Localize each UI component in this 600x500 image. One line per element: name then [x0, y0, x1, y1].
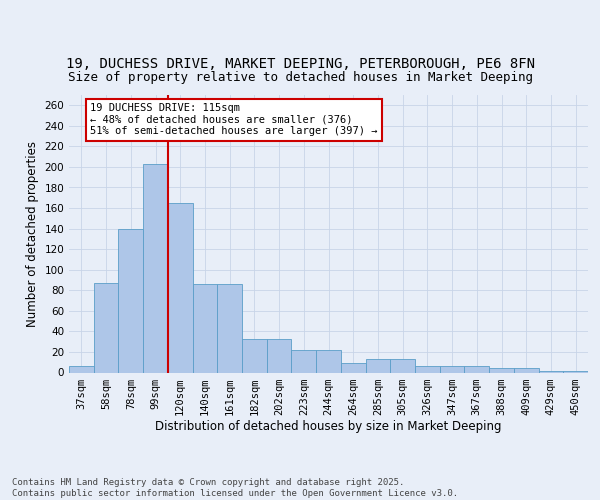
Text: Contains HM Land Registry data © Crown copyright and database right 2025.
Contai: Contains HM Land Registry data © Crown c… [12, 478, 458, 498]
Bar [267, 338, 292, 372]
Bar [143, 164, 168, 372]
Bar [168, 203, 193, 372]
Bar [242, 338, 267, 372]
Text: 19, DUCHESS DRIVE, MARKET DEEPING, PETERBOROUGH, PE6 8FN: 19, DUCHESS DRIVE, MARKET DEEPING, PETER… [65, 56, 535, 70]
Bar [316, 350, 341, 372]
Bar [341, 363, 365, 372]
Bar [118, 228, 143, 372]
Bar [94, 283, 118, 372]
Bar [69, 366, 94, 372]
Text: Size of property relative to detached houses in Market Deeping: Size of property relative to detached ho… [67, 71, 533, 84]
Text: 19 DUCHESS DRIVE: 115sqm
← 48% of detached houses are smaller (376)
51% of semi-: 19 DUCHESS DRIVE: 115sqm ← 48% of detach… [90, 103, 377, 136]
Bar [514, 368, 539, 372]
Y-axis label: Number of detached properties: Number of detached properties [26, 141, 39, 327]
Bar [440, 366, 464, 372]
Bar [489, 368, 514, 372]
Bar [464, 366, 489, 372]
Bar [292, 350, 316, 372]
Bar [390, 359, 415, 372]
Bar [217, 284, 242, 372]
Bar [415, 366, 440, 372]
X-axis label: Distribution of detached houses by size in Market Deeping: Distribution of detached houses by size … [155, 420, 502, 434]
Bar [365, 359, 390, 372]
Bar [193, 284, 217, 372]
